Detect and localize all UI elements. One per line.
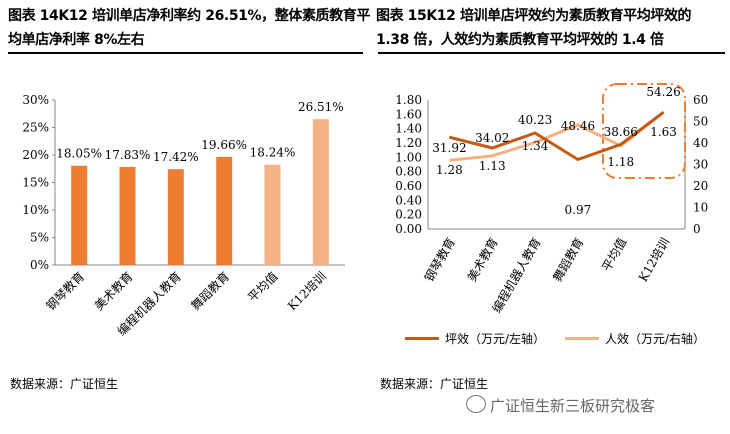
x-tick-label: 美术教育 xyxy=(91,269,136,314)
bar xyxy=(119,166,136,265)
bar xyxy=(312,119,329,265)
data-label-pingxiao: 1.28 xyxy=(436,163,463,177)
divider xyxy=(378,52,725,54)
x-tick-label: 钢琴教育 xyxy=(421,235,458,284)
y-right-tick-label: 20 xyxy=(693,179,708,193)
line-pingxiao xyxy=(449,110,665,162)
y-left-tick-label: 1.40 xyxy=(395,122,422,136)
bar xyxy=(264,164,281,265)
data-label-renxiao: 31.92 xyxy=(432,141,466,155)
data-label-renxiao: 40.23 xyxy=(518,113,552,127)
legend-swatch xyxy=(565,337,599,340)
y-tick-label: 5% xyxy=(30,231,49,245)
y-left-tick-label: 0.00 xyxy=(395,222,422,236)
x-tick-label: 平均值 xyxy=(245,269,281,305)
bar xyxy=(71,165,88,265)
legend-item-renxiao: 人效（万元/右轴） xyxy=(565,330,705,347)
data-label: 17.42% xyxy=(153,150,199,164)
y-left-tick-label: 1.20 xyxy=(395,136,422,150)
data-label: 17.83% xyxy=(105,148,151,162)
y-right-tick-label: 30 xyxy=(693,158,708,172)
y-tick-label: 15% xyxy=(22,176,49,190)
y-tick-label: 30% xyxy=(22,93,49,107)
data-label-renxiao: 34.02 xyxy=(475,131,509,145)
data-label-pingxiao: 0.97 xyxy=(565,203,592,217)
data-label: 18.05% xyxy=(56,147,102,161)
bar xyxy=(216,156,233,265)
right-source: 数据来源：广证恒生 xyxy=(380,377,489,391)
divider xyxy=(8,52,363,54)
x-tick-label: 舞蹈教育 xyxy=(550,235,587,284)
y-left-tick-label: 1.00 xyxy=(395,150,422,164)
y-right-tick-label: 0 xyxy=(693,222,701,236)
y-right-tick-label: 60 xyxy=(693,93,708,107)
data-label-pingxiao: 1.63 xyxy=(650,125,677,139)
legend-label: 坪效（万元/左轴） xyxy=(445,332,546,346)
data-label: 18.24% xyxy=(250,146,296,160)
data-label-renxiao: 38.66 xyxy=(604,125,638,139)
wechat-icon xyxy=(466,395,486,413)
data-label: 19.66% xyxy=(201,138,247,152)
data-label-pingxiao: 1.18 xyxy=(607,155,634,169)
watermark: 广证恒生新三板研究极客 xyxy=(490,397,656,415)
legend-swatch xyxy=(405,337,439,340)
right-chart-title: 图表 15K12 培训单店坪效约为素质教育平均坪效的 1.38 倍，人效约为素质… xyxy=(376,8,692,48)
y-right-tick-label: 10 xyxy=(693,201,708,215)
data-label: 26.51% xyxy=(298,100,344,114)
data-label-renxiao: 54.26 xyxy=(646,85,680,99)
data-label-renxiao: 48.46 xyxy=(561,119,595,133)
x-tick-label: 钢琴教育 xyxy=(43,269,88,314)
data-label-pingxiao: 1.34 xyxy=(522,139,549,153)
y-left-tick-label: 0.20 xyxy=(395,208,422,222)
left-chart-title: 图表 14K12 培训单店净利率约 26.51%，整体素质教育平均单店净利率 8… xyxy=(8,8,370,48)
y-tick-label: 0% xyxy=(30,258,49,272)
x-tick-label: K12培训 xyxy=(284,269,329,314)
bar xyxy=(167,169,184,265)
x-tick-label: 平均值 xyxy=(598,235,629,274)
y-left-tick-label: 0.80 xyxy=(395,165,422,179)
y-left-tick-label: 1.80 xyxy=(395,93,422,107)
y-tick-label: 25% xyxy=(22,121,49,135)
x-tick-label: 美术教育 xyxy=(464,235,501,284)
y-tick-label: 20% xyxy=(22,148,49,162)
highlight-box xyxy=(602,83,686,179)
legend-item-pingxiao: 坪效（万元/左轴） xyxy=(405,330,545,347)
y-left-tick-label: 0.40 xyxy=(395,193,422,207)
data-label-pingxiao: 1.13 xyxy=(479,159,506,173)
legend-label: 人效（万元/右轴） xyxy=(605,332,706,346)
y-left-tick-label: 1.60 xyxy=(395,107,422,121)
x-tick-label: 舞蹈教育 xyxy=(188,269,233,314)
y-right-tick-label: 50 xyxy=(693,115,708,129)
y-tick-label: 10% xyxy=(22,203,49,217)
y-right-tick-label: 40 xyxy=(693,136,708,150)
x-tick-label: K12培训 xyxy=(635,235,672,284)
left-source: 数据来源：广证恒生 xyxy=(10,377,119,391)
y-left-tick-label: 0.60 xyxy=(395,179,422,193)
